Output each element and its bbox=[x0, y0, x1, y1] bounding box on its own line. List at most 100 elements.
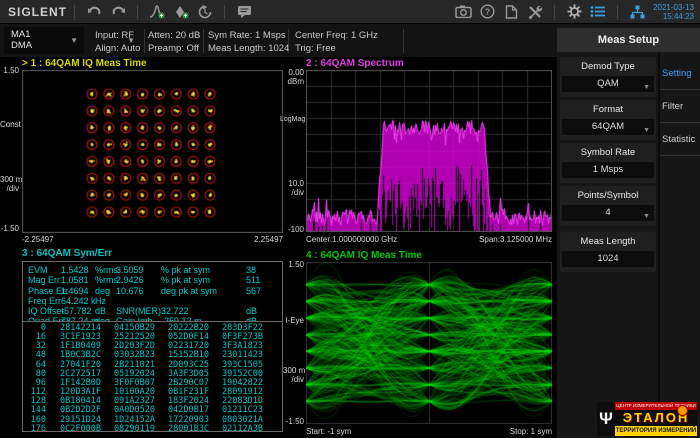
symerr-measurement-box: EVM1.5428%rms3.5059% pk at sym38Mag Err1… bbox=[22, 261, 283, 322]
measurement-row: Mag Err1.0581%rms2.9426% pk at sym511 bbox=[28, 275, 282, 285]
file-icon[interactable] bbox=[499, 3, 523, 21]
softkey-value: 1 Msps bbox=[562, 162, 654, 178]
softkey-value: 64QAM▼ bbox=[562, 119, 654, 135]
camera-icon[interactable] bbox=[451, 3, 475, 21]
measurement-cell: 2.9426 bbox=[116, 275, 161, 285]
measurement-row: EVM1.5428%rms3.5059% pk at sym38 bbox=[28, 265, 282, 275]
help-icon[interactable]: ? bbox=[475, 3, 499, 21]
tab-filter[interactable]: Filter bbox=[660, 90, 700, 123]
status-field-1: Atten: 20 dBPreamp: Off bbox=[148, 29, 200, 55]
measurement-cell bbox=[246, 296, 282, 306]
eye-diagram-plot bbox=[306, 262, 552, 424]
p4-stop: Stop: 1 sym bbox=[452, 427, 552, 436]
p1-y-scale-unit: /div bbox=[0, 184, 19, 193]
watermark-tagline: ТЕРРИТОРИЯ ИЗМЕРЕНИЙ bbox=[615, 426, 697, 436]
peak-search-icon[interactable] bbox=[145, 3, 169, 21]
channel-mode: DMA bbox=[11, 40, 32, 51]
brand-logo: SIGLENT bbox=[8, 5, 67, 19]
p1-x-left: -2.25497 bbox=[22, 235, 54, 244]
measurement-cell: deg bbox=[95, 286, 116, 296]
p2-span: Span:3.125000 MHz bbox=[430, 235, 552, 244]
status-field-3: Center Freq: 1 GHzTrig: Free bbox=[295, 29, 378, 55]
p2-ref: 0.00 bbox=[283, 68, 304, 77]
measurement-cell: 1.0581 bbox=[61, 275, 95, 285]
list-icon[interactable] bbox=[586, 3, 610, 21]
measurement-cell: 511 bbox=[246, 275, 282, 285]
datetime-display: 2021-03-13 15:44:23 bbox=[653, 3, 694, 21]
spectrum-plot bbox=[306, 70, 552, 232]
toolbar-separator bbox=[554, 5, 555, 19]
network-icon[interactable] bbox=[625, 3, 649, 21]
analyzer-screen: SIGLENT ? 2021-03-13 15:44:23 MA1 DMA ▼ bbox=[0, 0, 700, 438]
undo-icon[interactable] bbox=[82, 3, 106, 21]
softkey-value-text: 64QAM bbox=[592, 121, 624, 132]
status-field-line2: Align: Auto bbox=[95, 42, 140, 55]
panel1-header: > 1 : 64QAM IQ Meas Time bbox=[22, 58, 147, 69]
p2-y-scale-unit: /div bbox=[283, 188, 304, 197]
p1-y-label: Const bbox=[0, 120, 19, 129]
p4-y-scale: 300 m bbox=[283, 366, 304, 375]
p1-x-right: 2.25497 bbox=[230, 235, 283, 244]
measurement-cell: %rms bbox=[95, 265, 116, 275]
message-icon[interactable] bbox=[232, 3, 256, 21]
softkey-points-symbol[interactable]: Points/Symbol4▼ bbox=[560, 186, 656, 226]
redo-icon[interactable] bbox=[106, 3, 130, 21]
marker-add-icon[interactable] bbox=[169, 3, 193, 21]
measurement-cell: Mag Err bbox=[28, 275, 61, 285]
measurement-cell: EVM bbox=[28, 265, 61, 275]
tab-setting[interactable]: Setting bbox=[660, 57, 700, 90]
measurement-cell: 10.676 bbox=[116, 286, 161, 296]
softkey-label: Meas Length bbox=[560, 232, 656, 251]
p4-y-label: I-Eye bbox=[280, 316, 304, 325]
tab-label: Filter bbox=[662, 101, 683, 112]
softkey-value-text: 1024 bbox=[597, 253, 618, 264]
softkey-format[interactable]: Format64QAM▼ bbox=[560, 100, 656, 140]
measurement-cell: 32.722 bbox=[161, 306, 246, 316]
globe-badge-icon bbox=[677, 405, 688, 416]
channel-name: MA1 bbox=[11, 29, 32, 40]
toolbar-separator bbox=[224, 5, 225, 19]
status-field-line1: Input: RF bbox=[95, 29, 140, 42]
softkey-value: 1024 bbox=[562, 251, 654, 267]
p1-y-top: 1.50 bbox=[0, 66, 19, 75]
softkey-meas-length[interactable]: Meas Length 1024 bbox=[560, 232, 656, 272]
measurement-cell: -57.782 bbox=[61, 306, 95, 316]
history-icon[interactable] bbox=[193, 3, 217, 21]
softkey-value-text: 4 bbox=[605, 207, 610, 218]
p4-start: Start: -1 sym bbox=[306, 427, 351, 436]
constellation-plot bbox=[22, 70, 283, 233]
status-divider bbox=[403, 29, 404, 53]
measurement-cell: 1.5428 bbox=[61, 265, 95, 275]
etalon-watermark: Ψ ЦЕНТР ИЗМЕРИТЕЛЬНОЙ ТЕХНИКИ ЭТАЛОН ТЕР… bbox=[597, 402, 697, 436]
chevron-down-icon: ▼ bbox=[70, 36, 78, 45]
chevron-down-icon: ▼ bbox=[643, 123, 650, 139]
symbol-table-box: 02814221404150B2920222B20283D3F22163C1F1… bbox=[22, 321, 283, 432]
date-text: 2021-03-13 bbox=[653, 3, 694, 12]
p2-center-freq: Center:1.000000000 GHz bbox=[306, 235, 397, 244]
measurement-cell: 1.4694 bbox=[61, 286, 95, 296]
panel4-header: 4 : 64QAM IQ Meas Time bbox=[306, 250, 422, 261]
measurement-cell: 3.5059 bbox=[116, 265, 161, 275]
softkey-label: Symbol Rate bbox=[560, 143, 656, 162]
status-field-line2: Trig: Free bbox=[295, 42, 378, 55]
measurement-cell: SNR(MER) bbox=[116, 306, 161, 316]
measurement-row: Freq Err64.242 kHz bbox=[28, 296, 282, 306]
status-field-2: Sym Rate: 1 MspsMeas Length: 1024 bbox=[208, 29, 289, 55]
measurement-cell: IQ Offset bbox=[28, 306, 61, 316]
tab-statistic[interactable]: Statistic bbox=[660, 123, 700, 156]
softkey-label: Points/Symbol bbox=[560, 186, 656, 205]
p2-ref-unit: dBm bbox=[283, 77, 304, 86]
gear-icon[interactable] bbox=[562, 3, 586, 21]
tools-icon[interactable] bbox=[523, 3, 547, 21]
menu-title-dropdown[interactable]: Meas Setup bbox=[557, 28, 700, 52]
measurement-cell: Hz bbox=[95, 296, 116, 306]
status-divider bbox=[203, 29, 204, 53]
measurement-select-dropdown[interactable]: MA1 DMA ▼ bbox=[4, 27, 84, 54]
softkey-symbol-rate[interactable]: Symbol Rate1 Msps bbox=[560, 143, 656, 183]
etalon-logo-mark: Ψ bbox=[597, 402, 615, 436]
toolbar-separator bbox=[74, 5, 75, 19]
status-field-0: Input: RFAlign: Auto bbox=[95, 29, 140, 55]
measurement-cell: 567 bbox=[246, 286, 282, 296]
softkey-demod-type[interactable]: Demod TypeQAM▼ bbox=[560, 57, 656, 97]
svg-text:?: ? bbox=[484, 7, 489, 17]
